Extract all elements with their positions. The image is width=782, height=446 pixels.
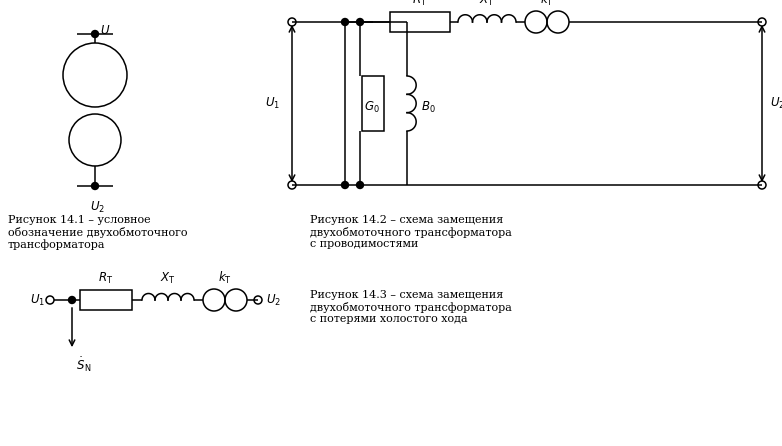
Text: Рисунок 14.3 – схема замещения
двухобмоточного трансформатора
с потерями холосто: Рисунок 14.3 – схема замещения двухобмот… <box>310 290 512 324</box>
Text: $U_{\rm 2}$: $U_{\rm 2}$ <box>266 293 281 308</box>
Text: $\dot{S}_{\,\rm N}$: $\dot{S}_{\,\rm N}$ <box>76 355 92 374</box>
Text: $U_{\rm 2}$: $U_{\rm 2}$ <box>91 200 106 215</box>
Circle shape <box>91 182 99 190</box>
Text: $k_{\rm T}$: $k_{\rm T}$ <box>540 0 554 8</box>
Circle shape <box>357 18 364 25</box>
Circle shape <box>69 297 76 303</box>
Text: $U_{\rm 1}$: $U_{\rm 1}$ <box>265 96 280 111</box>
Bar <box>80 290 132 310</box>
Text: $U_{\rm 1}$: $U_{\rm 1}$ <box>30 293 45 308</box>
Text: $R_{\rm T}$: $R_{\rm T}$ <box>99 271 113 286</box>
Text: $B_{\rm 0}$: $B_{\rm 0}$ <box>421 100 436 115</box>
Text: $R_{\rm T}$: $R_{\rm T}$ <box>412 0 428 8</box>
Text: $U_{\rm 2}$: $U_{\rm 2}$ <box>770 96 782 111</box>
Text: $G_{\rm 0}$: $G_{\rm 0}$ <box>364 100 380 115</box>
Text: $X_{\rm T}$: $X_{\rm T}$ <box>160 271 176 286</box>
Text: $X_{\rm T}$: $X_{\rm T}$ <box>479 0 495 8</box>
Bar <box>390 12 450 32</box>
Circle shape <box>342 182 349 189</box>
Circle shape <box>91 30 99 37</box>
Text: $U$: $U$ <box>100 24 110 37</box>
Circle shape <box>357 182 364 189</box>
Bar <box>362 76 384 131</box>
Text: Рисунок 14.2 – схема замещения
двухобмоточного трансформатора
с проводимостями: Рисунок 14.2 – схема замещения двухобмот… <box>310 215 512 249</box>
Circle shape <box>342 18 349 25</box>
Text: $k_{\rm T}$: $k_{\rm T}$ <box>218 270 232 286</box>
Text: Рисунок 14.1 – условное
обозначение двухобмоточного
трансформатора: Рисунок 14.1 – условное обозначение двух… <box>8 215 188 250</box>
